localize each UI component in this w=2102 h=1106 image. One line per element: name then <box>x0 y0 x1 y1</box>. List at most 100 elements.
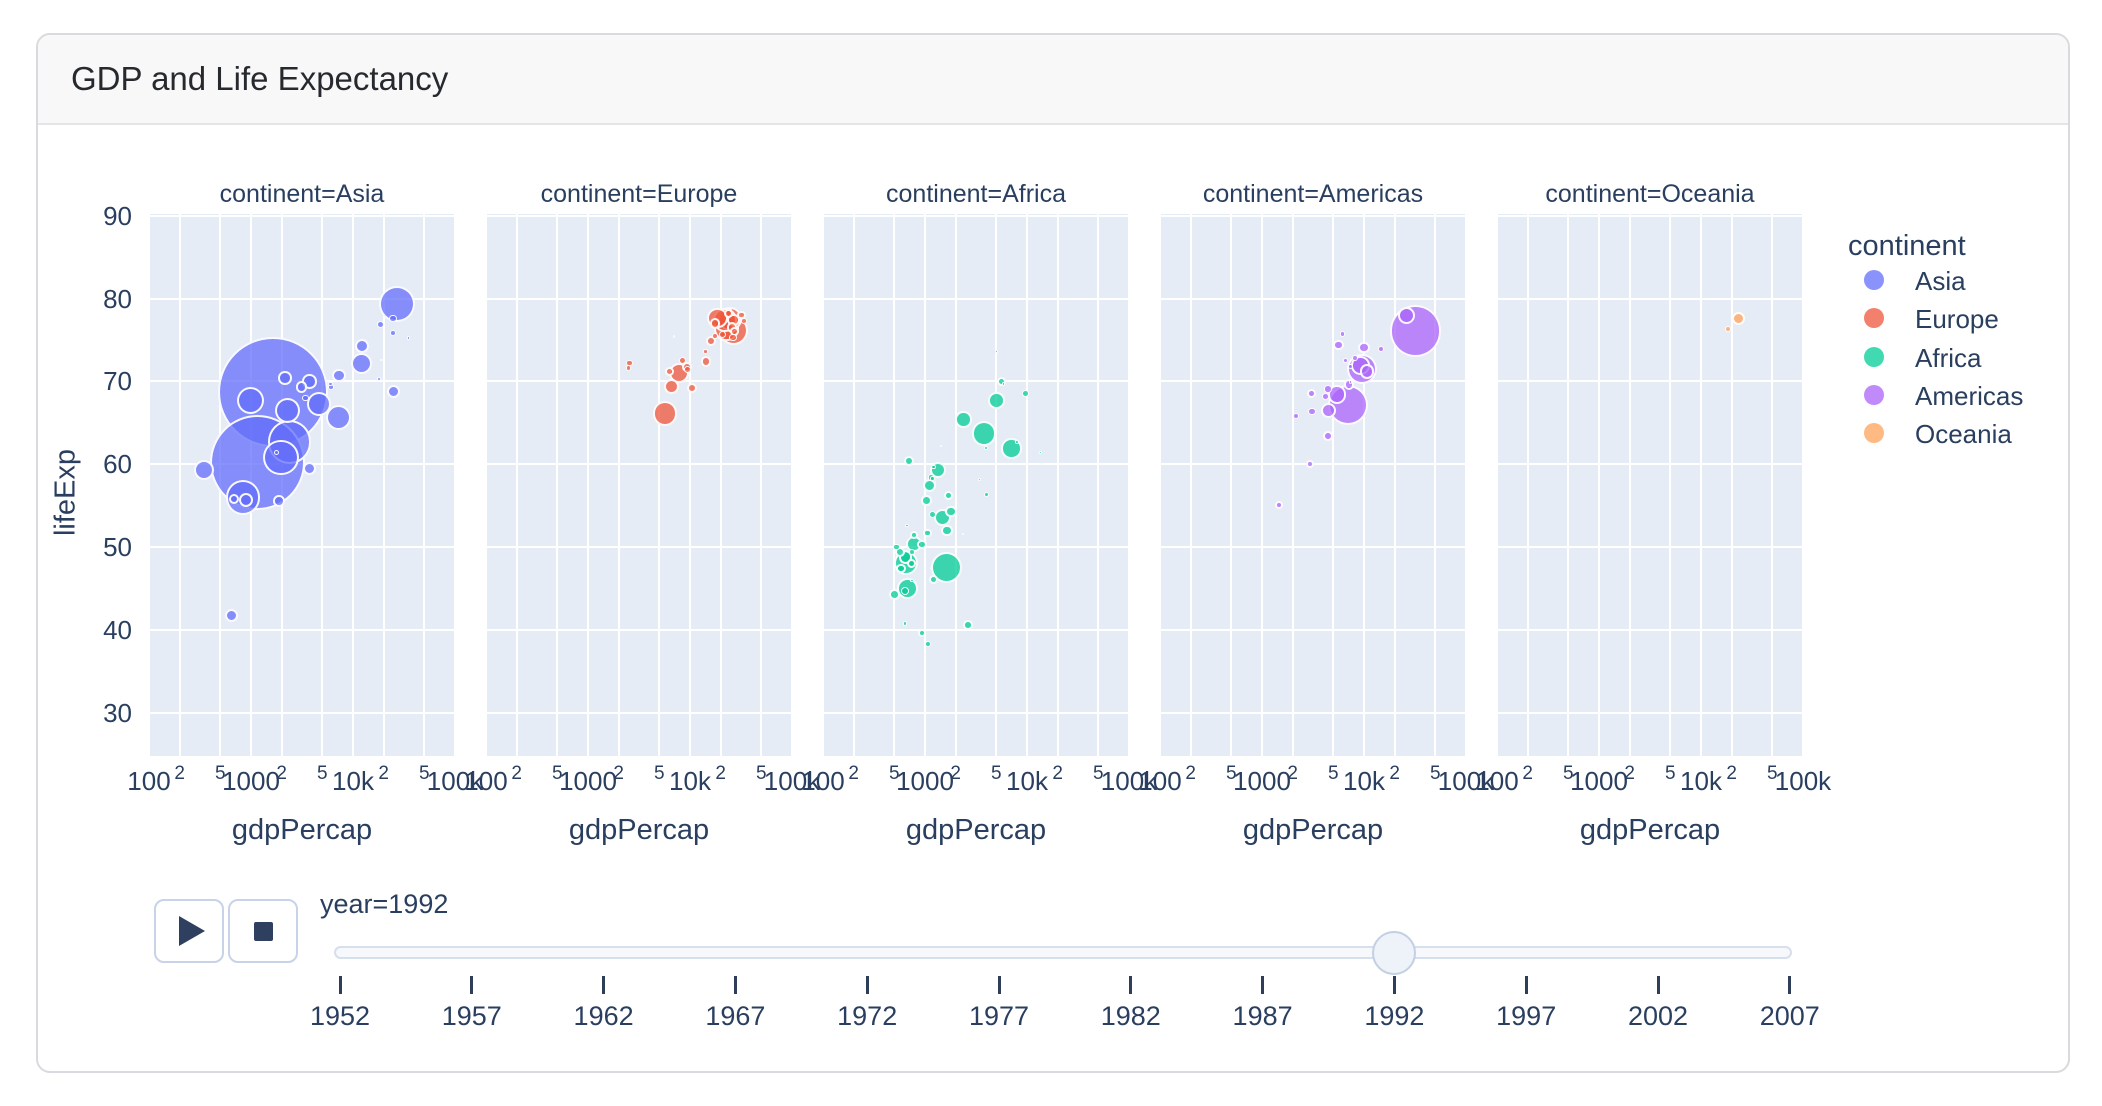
data-point[interactable] <box>274 397 301 423</box>
data-point[interactable] <box>1308 407 1316 415</box>
data-point[interactable] <box>1001 382 1005 386</box>
slider-tick-label[interactable]: 1987 <box>1232 1001 1293 1031</box>
legend-swatch[interactable] <box>1864 308 1884 329</box>
data-point[interactable] <box>1359 364 1375 379</box>
data-point[interactable] <box>672 335 676 338</box>
data-point[interactable] <box>377 376 382 382</box>
data-point[interactable] <box>1324 385 1332 393</box>
data-point[interactable] <box>984 491 990 497</box>
data-point[interactable] <box>376 320 385 328</box>
data-point[interactable] <box>921 495 933 507</box>
legend-item-label[interactable]: Europe <box>1915 304 1999 335</box>
data-point[interactable] <box>687 382 698 394</box>
data-point[interactable] <box>273 494 285 507</box>
data-point[interactable] <box>625 365 632 371</box>
data-point[interactable] <box>306 391 331 416</box>
data-point[interactable] <box>1398 306 1416 324</box>
data-point[interactable] <box>928 574 939 585</box>
data-point[interactable] <box>933 480 936 483</box>
data-point[interactable] <box>718 330 726 338</box>
slider-tick-label[interactable]: 2002 <box>1627 1001 1689 1031</box>
slider-tick-label[interactable]: 1997 <box>1496 1001 1557 1031</box>
data-point[interactable] <box>1352 355 1358 362</box>
legend-swatch[interactable] <box>1864 384 1884 405</box>
data-point[interactable] <box>894 547 905 558</box>
legend-item-label[interactable]: Americas <box>1915 380 2024 411</box>
data-point[interactable] <box>386 384 400 398</box>
data-point[interactable] <box>902 621 908 626</box>
data-point[interactable] <box>1343 358 1349 364</box>
data-point[interactable] <box>984 445 989 450</box>
data-point[interactable] <box>917 539 927 550</box>
data-point[interactable] <box>962 532 965 535</box>
data-point[interactable] <box>1022 390 1029 398</box>
data-point[interactable] <box>278 371 292 385</box>
data-point[interactable] <box>302 461 317 476</box>
data-point[interactable] <box>389 314 398 323</box>
data-point[interactable] <box>703 349 708 354</box>
data-point[interactable] <box>900 587 909 595</box>
play-button[interactable] <box>154 899 224 963</box>
data-point[interactable] <box>929 566 932 569</box>
data-point[interactable] <box>1357 341 1370 354</box>
data-point[interactable] <box>888 588 901 601</box>
legend-swatch[interactable] <box>1864 423 1884 444</box>
data-point[interactable] <box>917 628 926 637</box>
data-point[interactable] <box>905 524 909 528</box>
data-point[interactable] <box>931 464 936 469</box>
data-point[interactable] <box>1732 311 1746 326</box>
data-point[interactable] <box>906 559 917 569</box>
data-point[interactable] <box>237 387 264 414</box>
data-point[interactable] <box>1274 500 1283 509</box>
data-point[interactable] <box>1389 305 1442 357</box>
data-point[interactable] <box>729 307 732 310</box>
data-point[interactable] <box>740 317 748 325</box>
data-point[interactable] <box>910 578 914 582</box>
data-point[interactable] <box>302 394 309 402</box>
data-point[interactable] <box>1305 460 1315 469</box>
data-point[interactable] <box>996 376 1006 387</box>
data-point[interactable] <box>909 530 918 539</box>
legend-swatch[interactable] <box>1864 346 1884 367</box>
data-point[interactable] <box>1333 339 1344 351</box>
data-point[interactable] <box>944 491 954 501</box>
data-point[interactable] <box>903 455 915 467</box>
data-point[interactable] <box>1320 402 1336 418</box>
stop-button[interactable] <box>228 899 298 963</box>
slider-tick-label[interactable]: 2007 <box>1759 1001 1820 1031</box>
data-point[interactable] <box>711 332 718 339</box>
data-point[interactable] <box>995 350 998 353</box>
data-point[interactable] <box>390 330 397 337</box>
data-point[interactable] <box>684 366 692 374</box>
data-point[interactable] <box>679 357 686 365</box>
slider-tick-label[interactable]: 1982 <box>1100 1001 1161 1031</box>
data-point[interactable] <box>1377 346 1384 353</box>
slider-tick-label[interactable]: 1992 <box>1364 1001 1425 1031</box>
data-point[interactable] <box>263 440 299 476</box>
data-point[interactable] <box>1322 392 1329 400</box>
data-point[interactable] <box>700 356 711 367</box>
data-point[interactable] <box>955 411 972 428</box>
data-point[interactable] <box>406 336 411 341</box>
slider-tick-label[interactable]: 1962 <box>573 1001 634 1031</box>
data-point[interactable] <box>723 308 734 319</box>
data-point[interactable] <box>1306 389 1316 399</box>
legend-item-label[interactable]: Asia <box>1915 266 1966 296</box>
data-point[interactable] <box>193 459 215 481</box>
year-slider-track[interactable] <box>334 946 1792 959</box>
slider-tick-label[interactable]: 1952 <box>309 1001 371 1031</box>
data-point[interactable] <box>978 477 982 481</box>
data-point[interactable] <box>909 549 915 555</box>
data-point[interactable] <box>380 358 383 362</box>
data-point[interactable] <box>664 366 675 377</box>
data-point[interactable] <box>378 285 415 322</box>
slider-tick-label[interactable]: 1957 <box>441 1001 502 1031</box>
data-point[interactable] <box>274 450 280 456</box>
data-point[interactable] <box>1724 326 1731 333</box>
slider-tick-label[interactable]: 1967 <box>705 1001 766 1031</box>
slider-tick-label[interactable]: 1977 <box>968 1001 1030 1031</box>
data-point[interactable] <box>295 381 308 394</box>
data-point[interactable] <box>350 352 373 374</box>
year-slider-handle[interactable] <box>1372 931 1417 975</box>
data-point[interactable] <box>663 378 680 395</box>
